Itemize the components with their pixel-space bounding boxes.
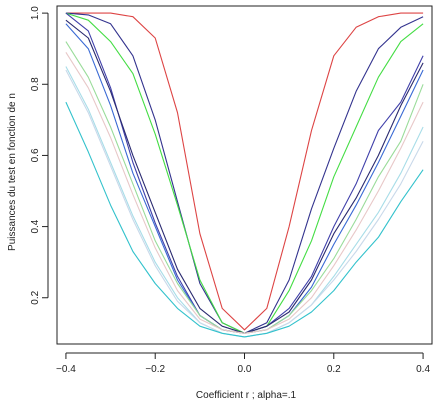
y-tick-label: 1.0 [30,6,41,20]
plot-frame [56,5,433,345]
y-axis-label: Puissances du test en fonction de n [7,93,18,251]
y-tick-label: 0.6 [30,148,41,162]
x-tick-label: 0.0 [238,364,252,375]
y-tick-label: 0.4 [30,219,41,233]
series-line-11 [65,101,424,338]
x-tick-label: −0.2 [145,364,165,375]
x-tick-label: 0.4 [416,364,430,375]
x-tick-label: 0.2 [327,364,341,375]
series-line-6 [65,23,424,334]
series-layer [65,12,424,338]
x-axis-label: Coefficient r ; alpha=.1 [196,390,297,401]
series-line-1 [65,12,424,331]
y-tick-label: 0.2 [30,290,41,304]
y-tick-label: 0.8 [30,77,41,91]
series-line-8 [65,52,424,334]
x-axis: −0.4 −0.2 0.0 0.2 0.4 [56,352,430,375]
x-tick-label: −0.4 [56,364,76,375]
series-line-9 [65,66,424,338]
y-axis: 0.2 0.4 0.6 0.8 1.0 [30,6,49,305]
series-line-5 [65,19,424,334]
series-line-10 [65,69,424,338]
